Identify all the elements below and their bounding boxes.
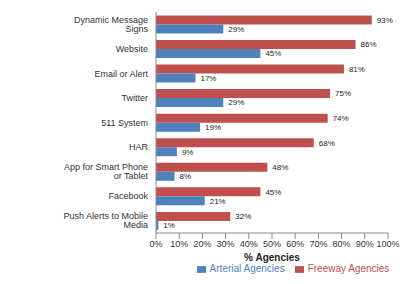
svg-text:0%: 0%: [149, 239, 162, 249]
svg-text:20%: 20%: [193, 239, 211, 249]
svg-text:Email or Alert: Email or Alert: [94, 69, 148, 79]
svg-text:80%: 80%: [333, 239, 351, 249]
svg-text:45%: 45%: [265, 49, 281, 58]
svg-text:90%: 90%: [356, 239, 374, 249]
html-text:Arterial Agencies: Arterial Agencies: [209, 263, 285, 274]
svg-text:1%: 1%: [163, 221, 175, 230]
svg-text:93%: 93%: [377, 16, 393, 25]
svg-text:81%: 81%: [349, 65, 365, 74]
svg-text:86%: 86%: [361, 40, 377, 49]
svg-text:HAR: HAR: [129, 142, 149, 152]
svg-text:Website: Website: [116, 44, 148, 54]
html-text:Freeway Agencies: Freeway Agencies: [307, 263, 390, 274]
svg-text:Push Alerts to MobileMedia: Push Alerts to MobileMedia: [63, 211, 148, 230]
svg-text:40%: 40%: [240, 239, 258, 249]
svg-text:17%: 17%: [200, 74, 216, 83]
svg-text:19%: 19%: [205, 123, 221, 132]
svg-text:9%: 9%: [182, 148, 194, 157]
svg-text:45%: 45%: [265, 188, 281, 197]
svg-text:21%: 21%: [210, 197, 226, 206]
svg-text:29%: 29%: [228, 98, 244, 107]
svg-text:48%: 48%: [272, 163, 288, 172]
svg-text:Facebook: Facebook: [108, 191, 148, 201]
svg-text:Dynamic MessageSigns: Dynamic MessageSigns: [74, 15, 149, 34]
svg-text:29%: 29%: [228, 25, 244, 34]
svg-text:74%: 74%: [333, 114, 349, 123]
svg-text:511 System: 511 System: [101, 118, 148, 128]
svg-text:68%: 68%: [319, 139, 335, 148]
svg-text:100%: 100%: [376, 239, 399, 249]
svg-text:32%: 32%: [235, 212, 251, 221]
svg-text:70%: 70%: [309, 239, 327, 249]
svg-text:App for Smart Phoneor Tablet: App for Smart Phoneor Tablet: [64, 162, 149, 181]
svg-text:60%: 60%: [286, 239, 304, 249]
svg-text:75%: 75%: [335, 89, 351, 98]
svg-text:50%: 50%: [263, 239, 281, 249]
svg-text:10%: 10%: [170, 239, 188, 249]
svg-text:30%: 30%: [217, 239, 235, 249]
svg-text:% Agencies: % Agencies: [244, 252, 300, 263]
svg-text:8%: 8%: [180, 172, 192, 181]
svg-text:Twitter: Twitter: [121, 93, 148, 103]
